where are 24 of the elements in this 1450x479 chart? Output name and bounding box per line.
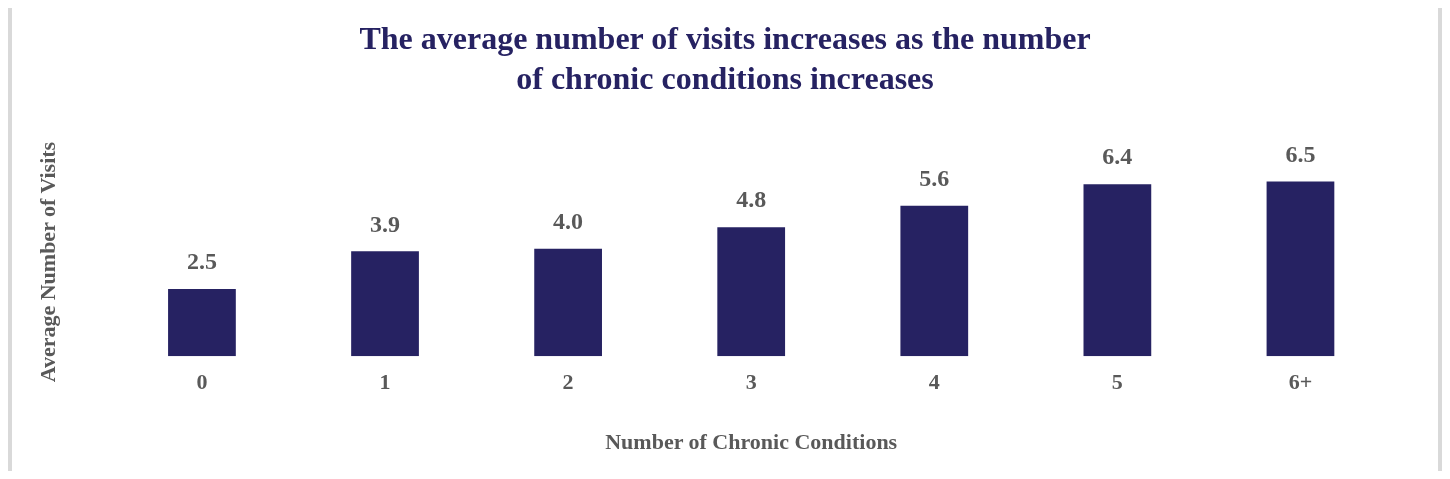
x-tick-label: 1 <box>379 369 391 395</box>
x-tick-label: 2 <box>562 369 574 395</box>
bar <box>351 251 419 357</box>
data-label: 5.6 <box>919 164 950 191</box>
data-label: 2.5 <box>186 248 217 275</box>
y-axis-title: Average Number of Visits <box>34 141 60 383</box>
data-label: 6.4 <box>1102 143 1133 170</box>
x-axis-title: Number of Chronic Conditions <box>605 429 898 455</box>
bar <box>534 248 602 357</box>
x-tick-label: 6+ <box>1288 369 1313 395</box>
bar <box>1083 184 1152 357</box>
x-tick-label: 4 <box>928 369 940 395</box>
data-label: 3.9 <box>370 210 401 237</box>
data-label: 4.0 <box>553 207 584 234</box>
chart-title: The average number of visits increases as the number of chronic conditions increases <box>358 19 1092 98</box>
data-label: 6.5 <box>1285 140 1316 167</box>
bar <box>717 227 786 357</box>
x-tick-label: 5 <box>1111 369 1123 395</box>
bar <box>1266 181 1335 357</box>
x-tick-label: 0 <box>196 369 208 395</box>
x-tick-label: 3 <box>745 369 757 395</box>
bar <box>168 288 236 357</box>
bar <box>900 205 969 357</box>
data-label: 4.8 <box>736 186 767 213</box>
